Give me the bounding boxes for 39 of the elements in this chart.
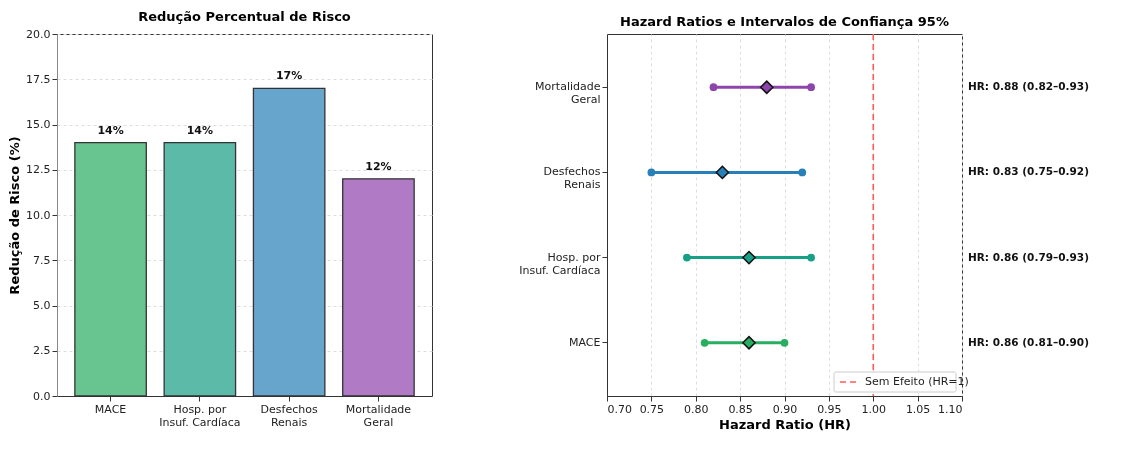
- x-tick-label: MACE: [94, 402, 127, 416]
- y-tick-label: 12.5: [26, 163, 51, 177]
- y-tick-label: 0.0: [33, 389, 51, 403]
- data-label: 14%: [97, 123, 124, 137]
- ref-line-label: Sem Efeito (HR=1): [865, 375, 969, 388]
- data-label: 17%: [275, 69, 303, 83]
- y-tick-label: Hosp. por Insuf. Cardíaca: [519, 250, 601, 277]
- y-tick-label: 2.5: [33, 344, 51, 358]
- y-tick-label: 20.0: [26, 27, 51, 41]
- y-tick-label: MACE: [569, 335, 601, 349]
- chart-title: Redução Percentual de Risco: [138, 9, 351, 24]
- x-tick-label: 0.80: [684, 402, 709, 416]
- x-tick-label: 1.10: [938, 402, 963, 416]
- y-tick-label: 5.0: [33, 299, 51, 312]
- x-tick-label: 0.90: [772, 402, 798, 416]
- x-axis-title: Hazard Ratio (HR): [719, 416, 851, 432]
- y-tick-label: 15.0: [26, 118, 51, 131]
- y-tick-label: Mortalidade Geral: [535, 80, 601, 107]
- y-axis-title: Redução de Risco (%): [7, 136, 23, 295]
- data-label: 12%: [365, 159, 392, 173]
- x-tick-label: 1.00: [861, 402, 886, 416]
- y-tick-label: 10.0: [26, 208, 51, 222]
- x-tick-label: 0.75: [639, 402, 665, 416]
- x-tick-label: Hosp. por Insuf. Cardíaca: [159, 402, 241, 429]
- y-tick-label: 7.5: [33, 253, 51, 267]
- text: HR: 0.86 (0.79–0.93): [968, 250, 1089, 263]
- x-tick-label: 0.70: [607, 402, 632, 416]
- y-tick-label: 17.5: [26, 72, 51, 86]
- text: HR: 0.88 (0.82–0.93): [968, 80, 1089, 93]
- text: HR: 0.83 (0.75–0.92): [968, 165, 1089, 178]
- x-tick-label: 0.85: [728, 402, 753, 416]
- x-tick-label: Desfechos Renais: [260, 402, 318, 429]
- data-label: 14%: [186, 123, 214, 137]
- text: HR: 0.86 (0.81–0.90): [968, 335, 1089, 348]
- y-tick-label: Desfechos Renais: [543, 165, 601, 192]
- x-tick-label: Mortalidade Geral: [345, 402, 412, 429]
- x-tick-label: 0.95: [817, 402, 842, 416]
- x-tick-label: 1.05: [905, 402, 931, 416]
- chart-title: Hazard Ratios e Intervalos de Confiança 95%: [620, 14, 949, 30]
